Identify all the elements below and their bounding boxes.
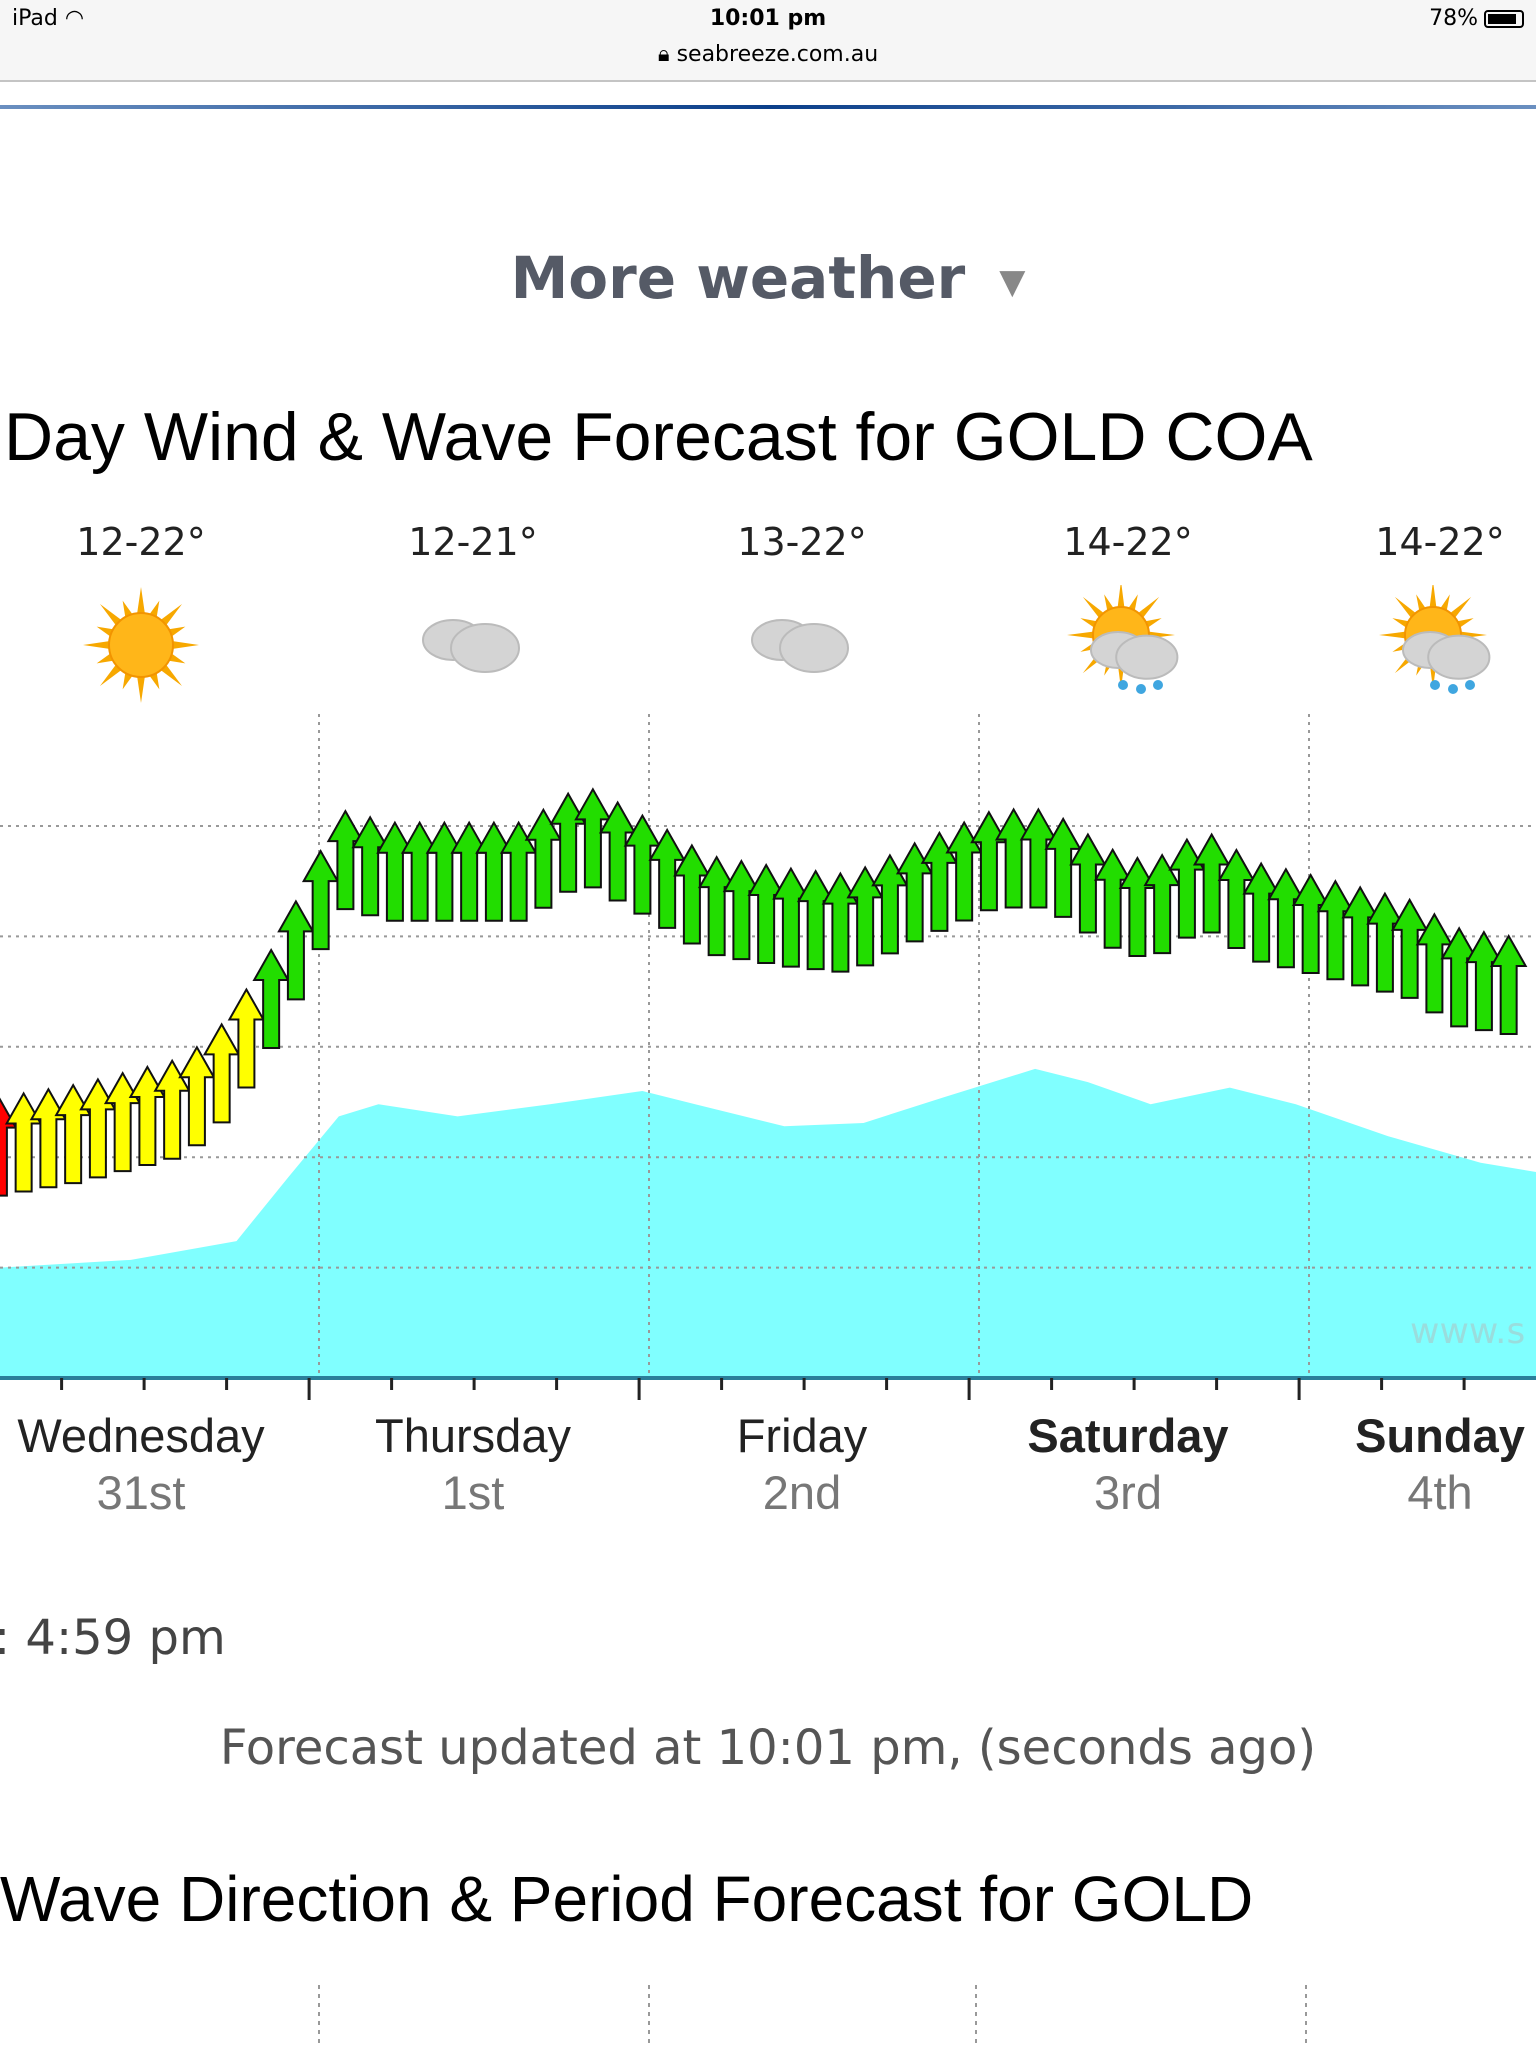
- wind-arrow: [450, 820, 488, 922]
- wind-arrow: [871, 853, 909, 955]
- date-label: 1st: [441, 1466, 505, 1519]
- wind-arrow: [796, 869, 835, 971]
- wind-arrow: [475, 820, 513, 922]
- wind-arrow: [1192, 832, 1231, 934]
- wind-arrow: [178, 1045, 216, 1147]
- wind-arrow: [772, 866, 810, 968]
- wind-arrow: [326, 809, 365, 911]
- wind-arrow: [574, 787, 612, 889]
- wind-arrow: [1489, 933, 1528, 1035]
- day-label: Sunday: [1355, 1409, 1525, 1462]
- wind-arrow: [301, 849, 340, 951]
- lock-icon: 🔒︎: [657, 42, 670, 67]
- wind-arrow: [4, 1091, 43, 1193]
- wind-arrow: [1019, 807, 1058, 909]
- url-text: seabreeze.com.au: [676, 42, 879, 67]
- wind-arrow: [425, 820, 464, 922]
- wind-arrow: [1465, 930, 1503, 1032]
- wind-arrow: [376, 820, 414, 922]
- observation-time: : 4:59 pm: [0, 1610, 226, 1666]
- day-temperature: 12-22°: [76, 520, 206, 564]
- wind-arrow: [202, 1022, 241, 1124]
- wind-arrow: [722, 859, 761, 961]
- wind-arrow: [524, 807, 563, 909]
- url-bar[interactable]: 🔒︎ seabreeze.com.au: [0, 42, 1536, 67]
- wind-arrow: [400, 820, 439, 922]
- date-label: 31st: [96, 1466, 186, 1519]
- wind-arrow: [1168, 837, 1206, 939]
- wind-arrow: [1143, 853, 1181, 955]
- wind-arrow: [1267, 867, 1305, 969]
- dropdown-arrow-icon: ▼: [999, 261, 1026, 302]
- wind-arrow: [153, 1058, 191, 1160]
- watermark: www.s: [1410, 1311, 1525, 1352]
- day-temperature: 13-22°: [737, 520, 867, 564]
- more-weather-dropdown[interactable]: More weather ▼: [0, 244, 1536, 312]
- wind-arrow: [945, 820, 983, 922]
- wind-arrow: [846, 865, 884, 967]
- wind-arrow: [994, 807, 1033, 909]
- more-weather-label: More weather: [510, 244, 966, 312]
- date-label: 2nd: [762, 1466, 842, 1519]
- wind-arrow: [54, 1083, 92, 1185]
- wave-direction-chart-top: [318, 1985, 1307, 2048]
- wind-arrow: [252, 947, 290, 1049]
- weather-sun-showers-icon: [1379, 585, 1491, 694]
- ios-status-bar: iPad ◠ 10:01 pm 🔒︎ seabreeze.com.au 78%: [0, 0, 1536, 82]
- forecast-title: Day Wind & Wave Forecast for GOLD COA: [4, 399, 1313, 475]
- wind-arrow: [920, 830, 959, 932]
- wifi-icon: ◠: [64, 6, 85, 31]
- wind-arrow: [227, 987, 266, 1089]
- day-temperature: 14-22°: [1375, 520, 1505, 564]
- wind-arrow: [29, 1087, 68, 1189]
- day-label: Thursday: [375, 1409, 571, 1462]
- wind-wave-chart: www.s: [0, 714, 1536, 1400]
- weather-sunny-icon: [83, 587, 199, 703]
- day-label: Saturday: [1027, 1409, 1229, 1462]
- weather-cloudy-icon: [751, 619, 849, 673]
- wind-arrow: [277, 899, 315, 1001]
- wind-arrow: [499, 820, 538, 922]
- wind-arrow: [549, 791, 587, 893]
- header-divider: [0, 105, 1536, 109]
- wave-height-area: [0, 1068, 1536, 1378]
- day-label: Wednesday: [17, 1409, 265, 1462]
- wind-arrow: [747, 863, 785, 965]
- day-temperature: 12-21°: [408, 520, 538, 564]
- day-label: Friday: [736, 1409, 868, 1462]
- wind-arrow: [895, 841, 934, 943]
- battery-icon: [1484, 9, 1524, 28]
- weather-sun-showers-icon: [1067, 585, 1179, 694]
- weather-cloudy-icon: [422, 619, 520, 673]
- wind-arrow: [1291, 872, 1330, 974]
- forecast-updated-text: Forecast updated at 10:01 pm, (seconds a…: [219, 1720, 1317, 1776]
- device-label: iPad ◠: [12, 6, 85, 31]
- wave-direction-title: Wave Direction & Period Forecast for GOL…: [0, 1863, 1254, 1935]
- clock: 10:01 pm: [709, 6, 827, 31]
- date-label: 3rd: [1094, 1466, 1162, 1519]
- day-temperature: 14-22°: [1063, 520, 1193, 564]
- battery-percent: 78%: [1429, 6, 1478, 31]
- date-label: 4th: [1407, 1466, 1473, 1519]
